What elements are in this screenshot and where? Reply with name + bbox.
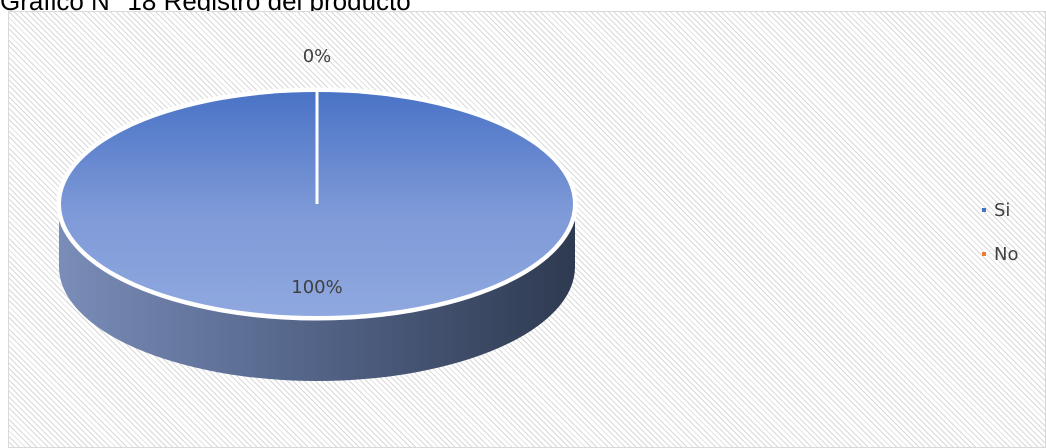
legend-marker (982, 208, 986, 212)
data-label-no: 0% (303, 46, 332, 67)
chart-legend: Si No (982, 196, 1018, 284)
legend-marker (982, 252, 986, 256)
data-label-si: 100% (291, 277, 342, 298)
legend-item-no: No (982, 240, 1018, 268)
legend-label: Si (994, 199, 1011, 221)
legend-item-si: Si (982, 196, 1018, 224)
legend-label: No (994, 243, 1019, 265)
pie-slice-side (59, 204, 575, 381)
